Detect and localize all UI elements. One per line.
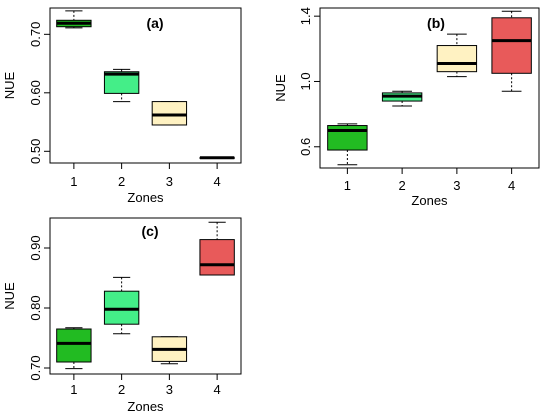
x-tick-label: 4	[214, 174, 221, 189]
box-zone-3	[151, 101, 188, 126]
x-tick-label: 3	[166, 382, 173, 397]
box-zone-4	[491, 10, 532, 92]
plot-frame	[49, 217, 242, 375]
x-axis-label: Zones	[127, 399, 164, 414]
box-zone-1	[327, 123, 368, 166]
x-axis-label: Zones	[411, 193, 448, 208]
y-tick-label: 0.70	[28, 22, 43, 47]
x-tick-label: 2	[118, 174, 125, 189]
x-tick-label: 3	[453, 178, 460, 193]
x-tick-label: 1	[70, 382, 77, 397]
y-tick-label: 0.60	[28, 80, 43, 105]
y-axis-label: NUE	[2, 71, 17, 99]
x-tick-label: 1	[70, 174, 77, 189]
y-tick-label: 1.0	[298, 72, 313, 90]
box-zone-2	[381, 90, 423, 107]
panel-label: (b)	[427, 15, 445, 31]
y-tick-label: 0.6	[298, 138, 313, 156]
panel-label: (a)	[146, 15, 163, 31]
iqr-box	[56, 328, 92, 363]
x-axis-label: Zones	[127, 190, 164, 205]
box-zone-2	[103, 68, 140, 103]
x-tick-label: 4	[214, 382, 221, 397]
box-zone-3	[151, 336, 188, 365]
panel-label: (c)	[141, 223, 158, 239]
x-tick-label: 3	[166, 174, 173, 189]
chart-panel-2: 0.6 1.0 1.4 NUE 1 2 3 4 Zones (b)	[273, 7, 540, 208]
chart-panel-3: 0.70 0.80 0.90 NUE 1 2 3 4 Zones (c)	[2, 217, 242, 414]
box-zone-1	[56, 327, 92, 370]
y-tick-label: 0.90	[28, 235, 43, 260]
box-zone-4	[199, 221, 235, 276]
iqr-box	[199, 239, 235, 276]
y-tick-label: 0.80	[28, 295, 43, 320]
y-axis-label: NUE	[2, 282, 17, 310]
x-tick-label: 4	[508, 178, 515, 193]
plot-frame	[319, 7, 540, 169]
box-zone-2	[103, 276, 140, 335]
plot-frame	[49, 7, 242, 164]
y-axis-label: NUE	[273, 74, 288, 102]
iqr-box	[151, 101, 188, 126]
chart-panel-1: 0.50 0.60 0.70 NUE 1 2 3 4 Zones (a)	[2, 7, 242, 205]
x-tick-label: 2	[118, 382, 125, 397]
y-tick-label: 0.50	[28, 139, 43, 164]
iqr-box	[436, 45, 478, 73]
iqr-box	[491, 17, 532, 74]
y-tick-label: 1.4	[298, 7, 313, 25]
box-zone-3	[436, 33, 478, 78]
x-tick-label: 1	[344, 178, 351, 193]
box-zone-1	[56, 10, 92, 29]
box-zone-4	[199, 156, 235, 160]
y-tick-label: 0.70	[28, 355, 43, 380]
x-tick-label: 2	[399, 178, 406, 193]
iqr-box	[103, 71, 140, 94]
